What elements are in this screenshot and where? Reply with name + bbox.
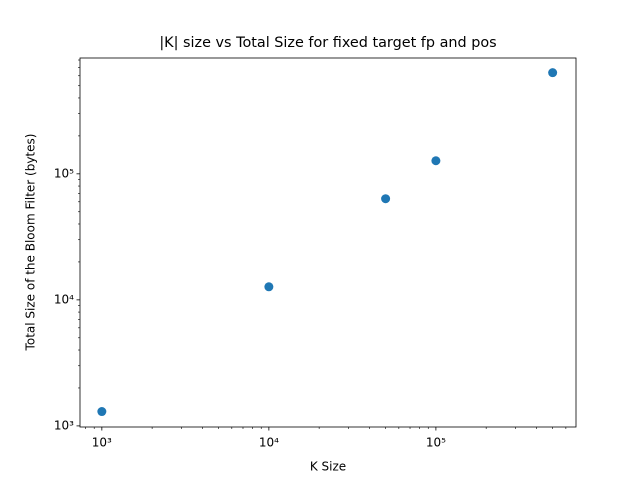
point [431,156,441,166]
y-tick-label: 10⁴ [54,292,74,306]
x-tick-label: 10⁴ [259,436,279,450]
plot-frame [79,57,577,428]
x-axis-label: K Size [310,460,346,474]
point [548,68,558,78]
x-tick-label: 10³ [92,436,112,450]
x-tick-label: 10⁵ [426,436,446,450]
chart-title: |K| size vs Total Size for fixed target … [159,35,496,51]
y-tick-label: 10³ [54,418,74,432]
y-tick-label: 10⁵ [54,166,74,180]
y-axis-label: Total Size of the Bloom Filter (bytes) [24,134,38,352]
point [264,282,274,292]
point [97,407,107,417]
point [381,194,391,204]
